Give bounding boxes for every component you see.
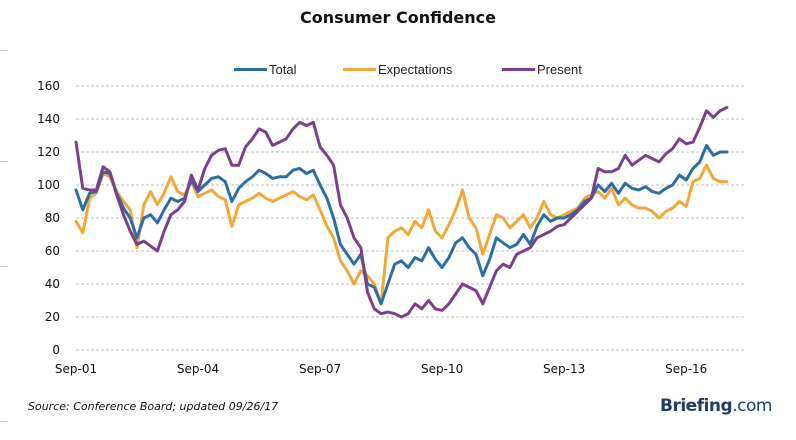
y-tick-label: 0: [52, 343, 60, 357]
x-tick-label: Sep-07: [299, 362, 341, 376]
legend-swatch-present: [502, 68, 535, 71]
x-tick-label: Sep-01: [55, 362, 97, 376]
brand-suffix: .com: [732, 396, 772, 416]
series-line-present: [74, 106, 729, 319]
y-tick-label: 20: [45, 310, 60, 324]
legend-label-total: Total: [269, 62, 297, 77]
brand-logo: Briefing.com: [660, 396, 772, 416]
y-tick-label: 40: [45, 277, 60, 291]
y-tick-label: 160: [37, 79, 60, 93]
chart-title: Consumer Confidence: [299, 8, 497, 27]
legend-item-expectations: Expectations: [343, 62, 452, 77]
legend-swatch-total: [234, 68, 267, 71]
x-tick-label: Sep-10: [421, 362, 463, 376]
y-tick-label: 60: [45, 244, 60, 258]
y-tick-label: 120: [37, 145, 60, 159]
x-axis-ticks: Sep-01 Sep-04 Sep-07 Sep-10 Sep-13 Sep-16: [55, 362, 707, 376]
legend-item-total: Total: [234, 62, 296, 77]
series-lines: [74, 106, 729, 319]
x-tick-label: Sep-04: [177, 362, 219, 376]
brand-name: Briefing: [660, 396, 733, 416]
y-tick-label: 80: [45, 211, 60, 225]
legend-swatch-expectations: [343, 68, 376, 71]
y-axis-ticks: 0 20 40 60 80 100 120 140 160: [37, 79, 60, 357]
frame-tick-mark: [0, 421, 8, 422]
legend-item-present: Present: [502, 62, 582, 77]
frame-tick-mark: [0, 266, 8, 267]
frame-tick-mark: [0, 161, 8, 162]
x-tick-label: Sep-13: [543, 362, 585, 376]
y-tick-label: 100: [37, 178, 60, 192]
legend-label-present: Present: [537, 62, 582, 77]
series-line-total: [74, 143, 729, 306]
legend-label-expectations: Expectations: [378, 62, 453, 77]
frame-tick-mark: [0, 50, 8, 51]
y-tick-label: 140: [37, 112, 60, 126]
source-note: Source: Conference Board; updated 09/26/…: [28, 400, 279, 413]
x-tick-label: Sep-16: [665, 362, 707, 376]
legend: Total Expectations Present: [0, 62, 796, 80]
